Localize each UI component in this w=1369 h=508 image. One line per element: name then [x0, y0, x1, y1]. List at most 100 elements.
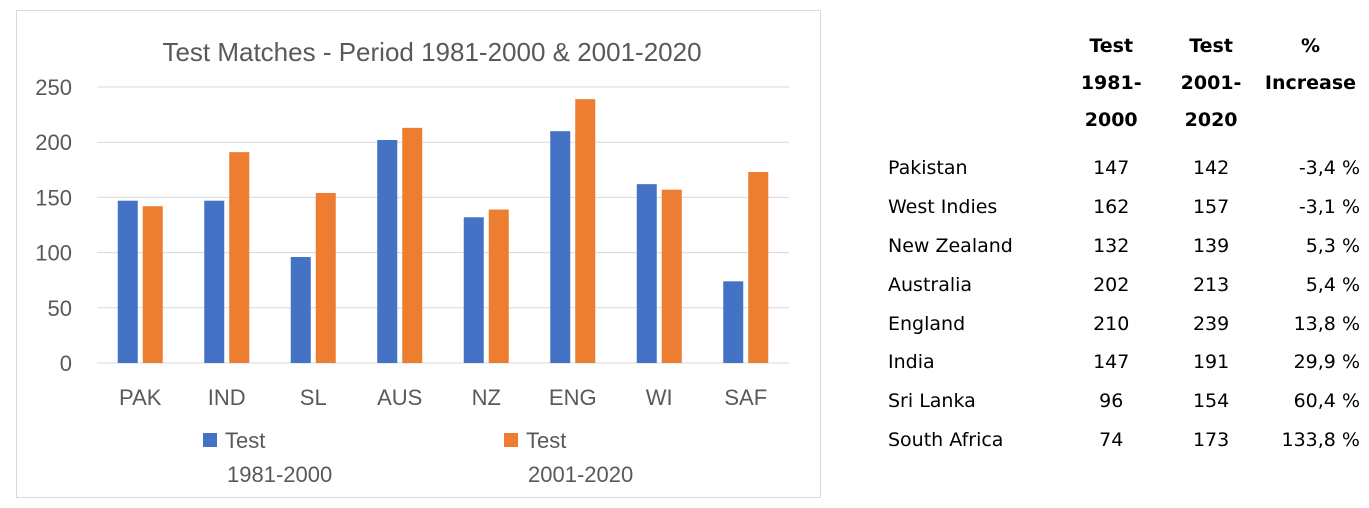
table-cell: 13,8 % — [1293, 312, 1360, 335]
table-cell: West Indies — [888, 196, 998, 219]
table-cell: 157 — [1192, 196, 1230, 219]
table-cell: New Zealand — [888, 234, 1013, 257]
table-cell: 202 — [1093, 273, 1130, 296]
table-cell: -3,1 % — [1298, 196, 1360, 219]
table-cell: 147 — [1093, 157, 1130, 180]
x-tick-label: SL — [300, 385, 327, 410]
table-cell: Australia — [888, 273, 973, 296]
table-cell: 132 — [1093, 234, 1130, 257]
table-body: Pakistan 147 142 -3,4 % West Indies 162 157 -3,… — [880, 149, 1360, 459]
gridlines — [97, 86, 789, 364]
bar — [463, 217, 484, 363]
bar — [315, 192, 336, 363]
bar — [229, 152, 250, 363]
legend: Test 1981-2000 Test 2001-2020 — [203, 428, 633, 487]
x-axis-ticks: PAK IND SL AUS NZ ENG WI SAF — [119, 385, 767, 410]
table-cell: 5,4 % — [1305, 273, 1360, 296]
table-cell: 142 — [1192, 157, 1230, 180]
legend-label: Test — [225, 428, 265, 453]
x-tick-label: NZ — [472, 385, 501, 410]
table-cell: 96 — [1099, 390, 1124, 413]
header-line: 2001- — [1180, 72, 1242, 94]
bar — [748, 172, 769, 363]
header-line: 2020 — [1184, 109, 1238, 131]
table-row: India 147 191 29,9 % — [880, 343, 1360, 382]
table-cell: 239 — [1192, 312, 1230, 335]
bar — [142, 206, 163, 363]
table-row: Australia 202 213 5,4 % — [880, 265, 1360, 304]
column-header: Test 1981- 2000 — [1061, 28, 1161, 149]
table-cell: 29,9 % — [1293, 351, 1360, 374]
header-row: Test 1981- 2000 Test 2001- 2020% Increase — [880, 28, 1360, 149]
table-row: South Africa 74 173 133,8 % — [880, 421, 1360, 460]
bar — [636, 184, 657, 363]
comparison-table: Test 1981- 2000 Test 2001- 2020% Increase Paki… — [880, 28, 1360, 459]
x-tick-label: PAK — [119, 385, 162, 410]
chart-area: Test Matches - Period 1981-2000 & 2001-2… — [16, 10, 821, 498]
table-cell: 74 — [1099, 428, 1124, 451]
x-tick-label: ENG — [549, 385, 597, 410]
table-cell: 60,4 % — [1293, 390, 1360, 413]
table-cell: 173 — [1192, 428, 1230, 451]
table-cell: 210 — [1093, 312, 1130, 335]
table-cell: 147 — [1093, 351, 1130, 374]
table-header: Test 1981- 2000 Test 2001- 2020% Increase — [880, 28, 1360, 149]
table-cell: Pakistan — [888, 157, 968, 180]
y-tick-label: 100 — [35, 241, 72, 266]
bar — [661, 189, 682, 363]
header-line: 1981- — [1080, 72, 1142, 94]
table-cell: 133,8 % — [1281, 428, 1361, 451]
legend-swatch — [203, 433, 217, 447]
y-tick-label: 150 — [35, 185, 72, 210]
y-tick-label: 50 — [48, 296, 72, 321]
bars — [117, 99, 769, 364]
column-header: % Increase — [1261, 28, 1360, 149]
x-tick-label: IND — [208, 385, 246, 410]
table-cell: Sri Lanka — [888, 390, 976, 413]
bar — [204, 200, 225, 363]
bar — [488, 209, 509, 363]
table-cell: India — [888, 351, 935, 374]
header-line: Increase — [1264, 72, 1357, 94]
table-row: Pakistan 147 142 -3,4 % — [880, 149, 1360, 188]
table-cell: 191 — [1192, 351, 1230, 374]
header-line: 2000 — [1084, 109, 1138, 131]
bar — [290, 257, 311, 363]
y-tick-label: 200 — [35, 130, 72, 155]
table-row: New Zealand 132 139 5,3 % — [880, 227, 1360, 266]
legend-label: 2001-2020 — [528, 462, 633, 487]
header-line: Test — [1189, 35, 1233, 57]
legend-label: 1981-2000 — [227, 462, 332, 487]
table-cell: 5,3 % — [1305, 234, 1360, 257]
table-row: Sri Lanka 96 154 60,4 % — [880, 382, 1360, 421]
chart-title: Test Matches - Period 1981-2000 & 2001-2… — [162, 37, 701, 67]
bar — [550, 131, 571, 363]
table-row: West Indies 162 157 -3,1 % — [880, 188, 1360, 227]
bar — [117, 200, 138, 363]
header-line: Test — [1089, 35, 1134, 57]
table-cell: -3,4 % — [1298, 157, 1360, 180]
table-cell: England — [888, 312, 966, 335]
column-header: Test 2001- 2020 — [1161, 28, 1261, 149]
legend-label: Test — [526, 428, 566, 453]
header-line: % — [1300, 35, 1321, 57]
bar — [723, 281, 744, 363]
table-cell: 139 — [1192, 234, 1230, 257]
y-tick-label: 250 — [35, 75, 72, 100]
bar-chart: Test Matches - Period 1981-2000 & 2001-2… — [35, 37, 789, 487]
x-tick-label: AUS — [377, 385, 422, 410]
legend-swatch — [504, 433, 518, 447]
table-cell: 162 — [1093, 196, 1130, 219]
table-cell: 213 — [1192, 273, 1230, 296]
bar — [575, 99, 596, 364]
table-row: England 210 239 13,8 % — [880, 304, 1360, 343]
bar — [402, 127, 423, 364]
x-tick-label: SAF — [724, 385, 767, 410]
column-header — [880, 28, 1061, 149]
table-cell: South Africa — [888, 428, 1004, 451]
y-axis-ticks: 0 50 100 150 200 250 — [35, 75, 72, 376]
x-tick-label: WI — [646, 385, 673, 410]
y-tick-label: 0 — [60, 351, 72, 376]
bar — [377, 139, 398, 363]
table-cell: 154 — [1192, 390, 1230, 413]
